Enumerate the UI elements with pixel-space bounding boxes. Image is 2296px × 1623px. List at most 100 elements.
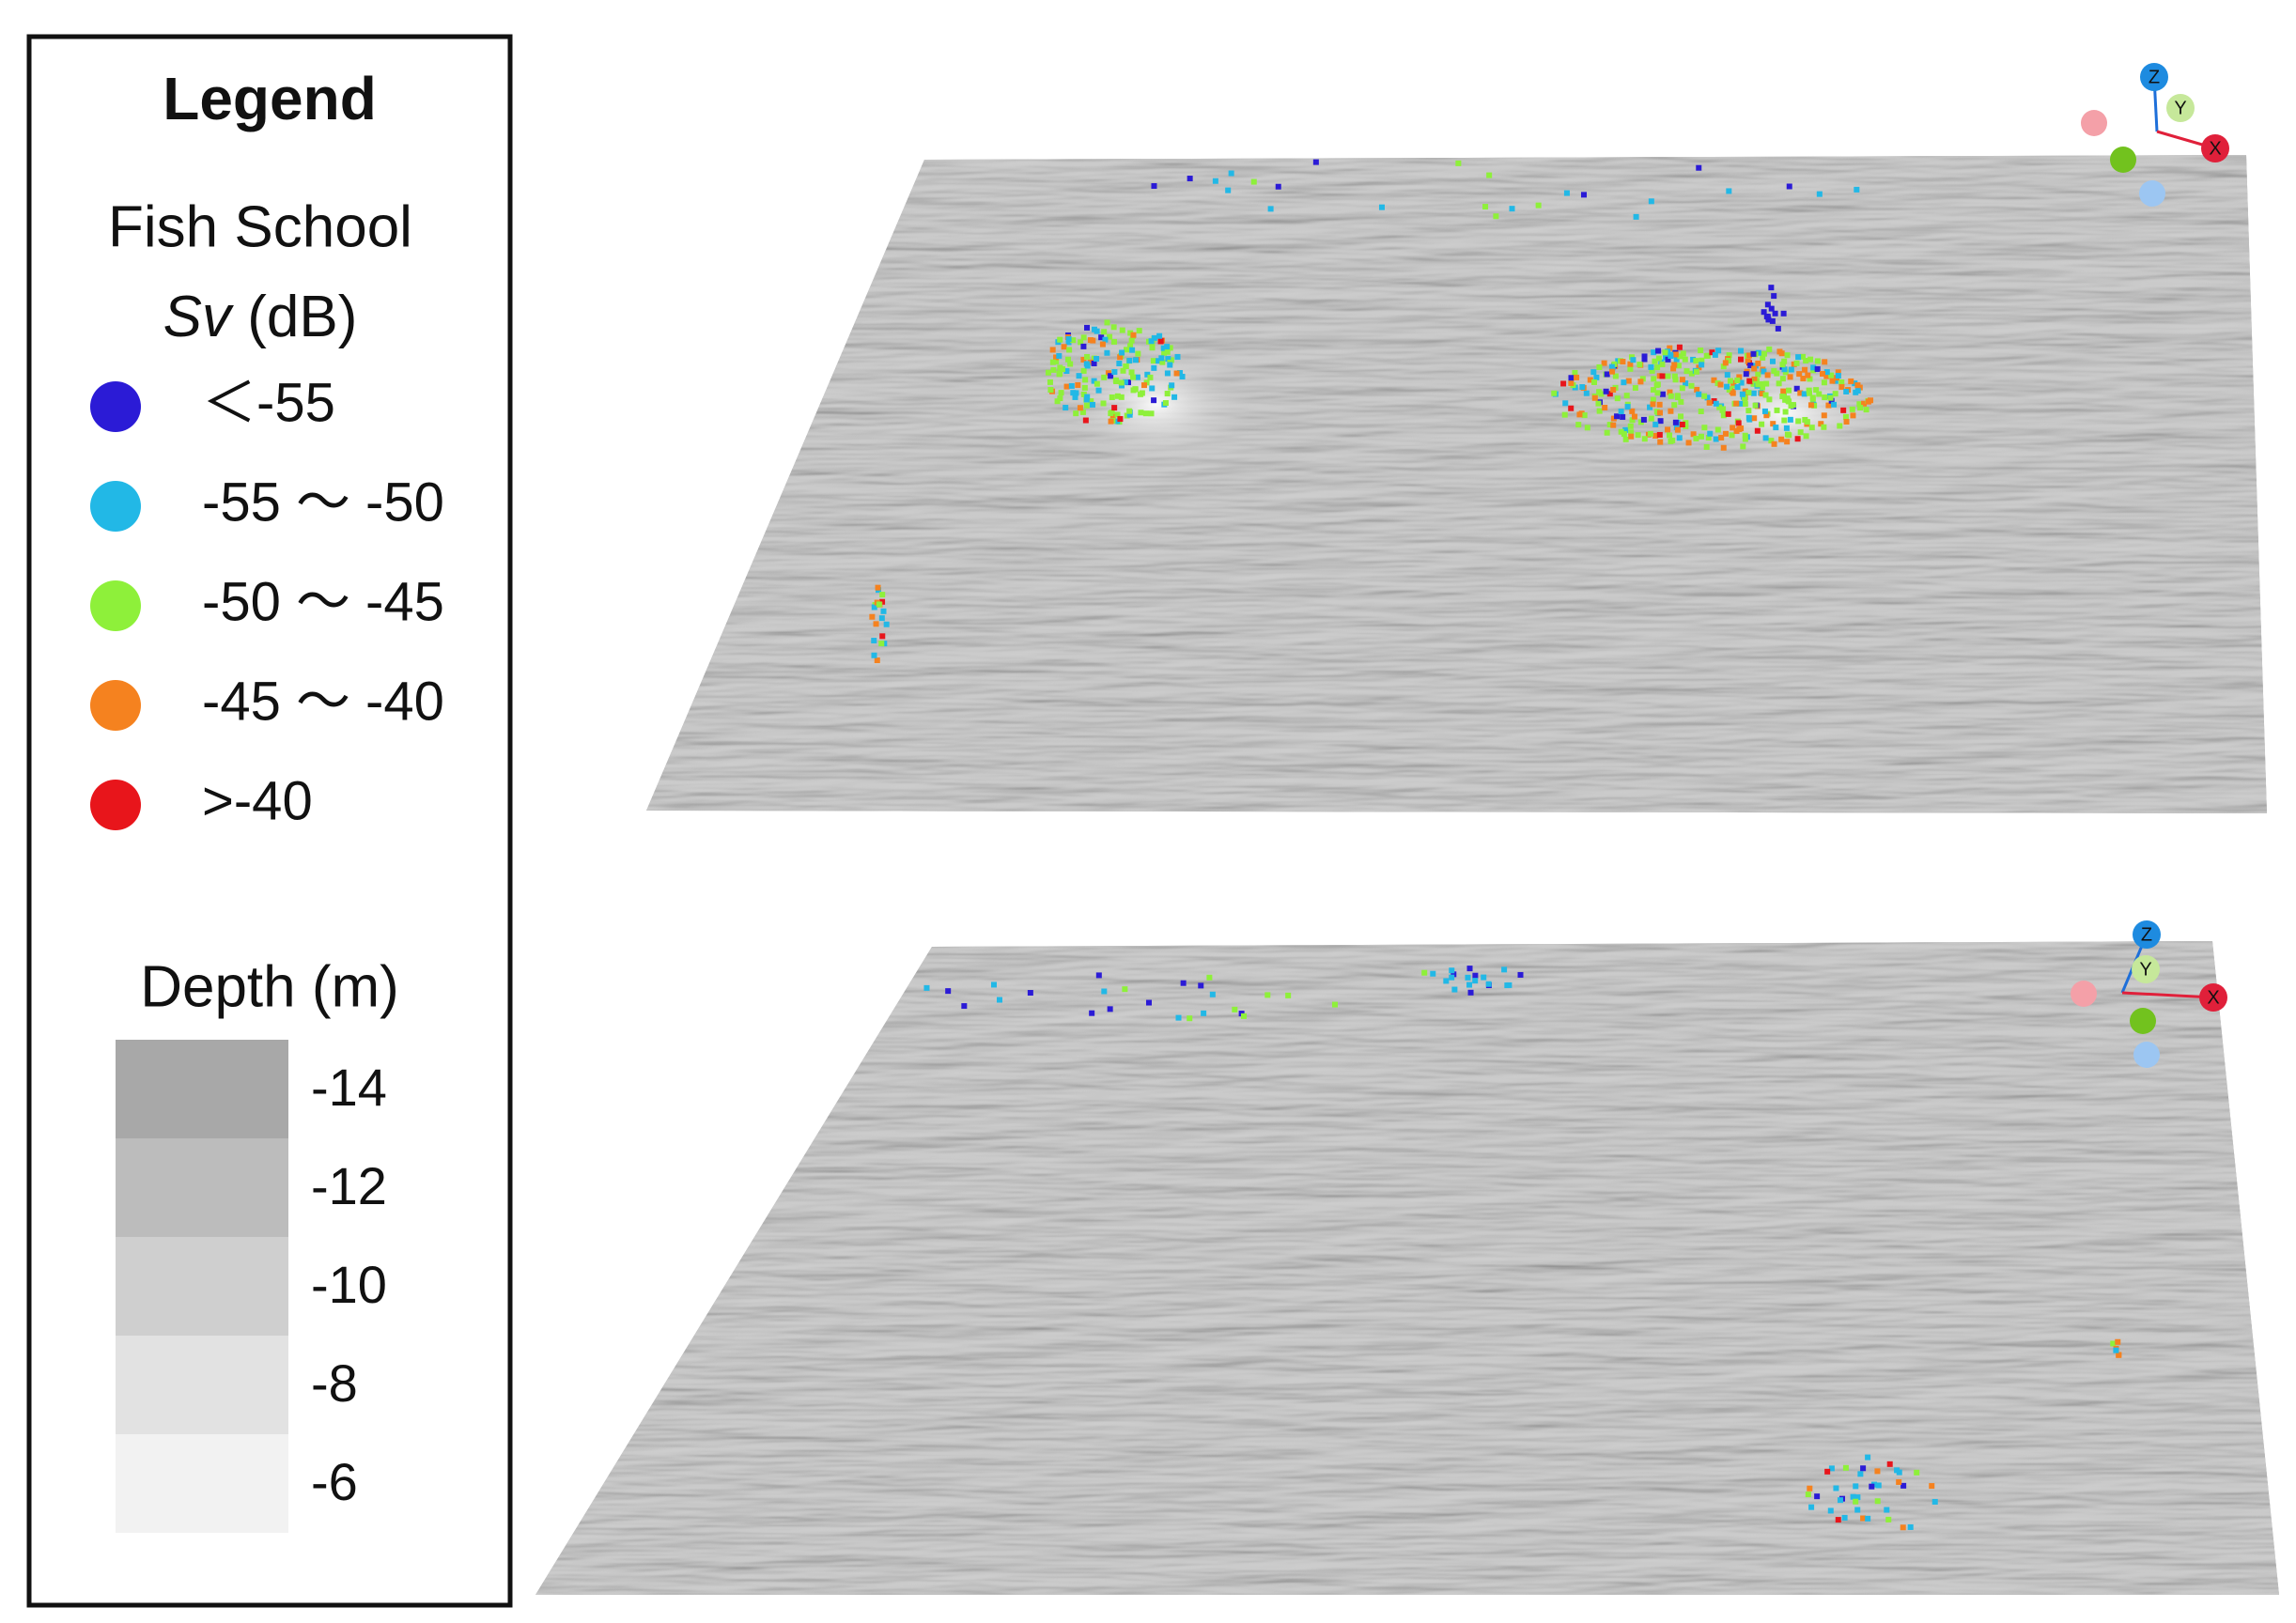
axis-head — [2199, 983, 2227, 1012]
fish-echo — [1099, 341, 1106, 348]
fish-echo — [1698, 409, 1704, 415]
fish-echo — [1151, 397, 1157, 404]
fish-echo — [1621, 379, 1627, 386]
fish-echo — [1722, 360, 1729, 366]
fish-echo — [1601, 360, 1607, 366]
fish-echo — [1857, 405, 1864, 411]
fish-echo — [1668, 438, 1674, 444]
fish-echo — [1865, 1454, 1871, 1461]
fish-echo — [1080, 334, 1087, 341]
fish-echo — [1720, 406, 1727, 412]
fish-echo — [2116, 1352, 2122, 1358]
fish-echo — [1164, 344, 1171, 350]
fish-echo — [1563, 190, 1570, 196]
depth-label: -8 — [311, 1353, 358, 1413]
fish-echo — [1706, 399, 1713, 406]
fish-echo — [1768, 305, 1775, 312]
fish-echo — [1722, 430, 1729, 437]
fish-echo — [1628, 433, 1635, 440]
fish-echo — [880, 608, 887, 614]
fish-echo — [1057, 364, 1063, 371]
fish-echo — [1771, 293, 1777, 300]
fish-echo — [1835, 1517, 1841, 1523]
fish-echo — [878, 615, 885, 622]
fish-echo — [1648, 363, 1654, 370]
fish-echo — [1138, 410, 1144, 416]
fish-echo — [1679, 422, 1685, 428]
fish-echo — [1089, 401, 1095, 408]
fish-echo — [1667, 345, 1673, 351]
fish-echo — [1466, 982, 1473, 988]
fish-echo — [1675, 363, 1682, 369]
legend-label: >-40 — [202, 770, 313, 831]
fish-echo — [1176, 370, 1183, 377]
axis-label: Z — [2149, 67, 2160, 87]
fish-echo — [1835, 372, 1841, 379]
fish-echo — [1117, 354, 1124, 361]
fish-echo — [1637, 419, 1644, 425]
fish-echo — [1637, 362, 1643, 368]
fish-echo — [1575, 422, 1582, 428]
fish-echo — [1780, 310, 1787, 317]
fish-echo — [1885, 1516, 1892, 1523]
fish-echo — [1842, 413, 1849, 420]
fish-echo — [1914, 1469, 1920, 1476]
fish-echo — [1764, 301, 1771, 308]
fish-echo — [1734, 377, 1741, 383]
fish-echo — [1657, 418, 1664, 425]
mound — [1052, 338, 1259, 470]
fish-echo — [1688, 370, 1695, 377]
fish-echo — [1818, 421, 1824, 427]
fish-echo — [1808, 425, 1815, 431]
fish-echo — [1766, 346, 1773, 352]
fish-echo — [1187, 176, 1193, 182]
fish-echo — [1750, 390, 1757, 396]
fish-echo — [1828, 372, 1835, 379]
fish-echo — [2115, 1338, 2121, 1345]
fish-echo — [1603, 388, 1609, 394]
fish-echo — [1648, 415, 1654, 422]
fish-echo — [1590, 369, 1597, 376]
fish-echo — [1802, 366, 1808, 373]
fish-echo — [869, 613, 876, 620]
fish-echo — [1800, 376, 1807, 382]
legend-label: -50 ～ -45 — [202, 571, 444, 632]
fish-echo — [1151, 334, 1157, 341]
fish-echo — [1683, 368, 1690, 375]
fish-echo — [1750, 350, 1757, 357]
fish-echo — [1696, 391, 1702, 397]
fish-echo — [1604, 371, 1610, 378]
fish-echo — [1285, 992, 1292, 998]
fish-echo — [1161, 349, 1168, 356]
fish-echo — [1167, 362, 1173, 368]
fish-echo — [1082, 417, 1089, 424]
fish-echo — [1101, 329, 1108, 335]
fish-echo — [1506, 982, 1513, 988]
fish-echo — [1627, 361, 1634, 367]
fish-echo — [1162, 400, 1169, 407]
fish-echo — [1120, 367, 1126, 374]
fish-echo — [1083, 361, 1090, 367]
fish-echo — [879, 633, 886, 640]
fish-echo — [1641, 356, 1648, 363]
fish-echo — [1240, 1012, 1247, 1019]
fish-echo — [1618, 428, 1624, 435]
depth-label: -10 — [311, 1255, 387, 1314]
fish-echo — [1602, 404, 1608, 410]
fish-echo — [1073, 390, 1079, 396]
fish-echo — [1742, 388, 1748, 394]
fish-echo — [1568, 405, 1575, 411]
fish-echo — [1746, 352, 1753, 359]
fish-echo — [1485, 981, 1492, 987]
fish-echo — [1931, 1498, 1938, 1505]
fish-echo — [1073, 410, 1079, 417]
fish-echo — [1068, 382, 1075, 389]
axis-ball — [2133, 1042, 2160, 1068]
fish-echo — [1761, 368, 1767, 375]
fish-echo — [1655, 348, 1662, 354]
fish-echo — [1751, 376, 1758, 382]
fish-echo — [1786, 183, 1792, 190]
fish-echo — [1111, 338, 1118, 345]
fish-echo — [1164, 348, 1171, 355]
fish-echo — [1803, 358, 1809, 364]
